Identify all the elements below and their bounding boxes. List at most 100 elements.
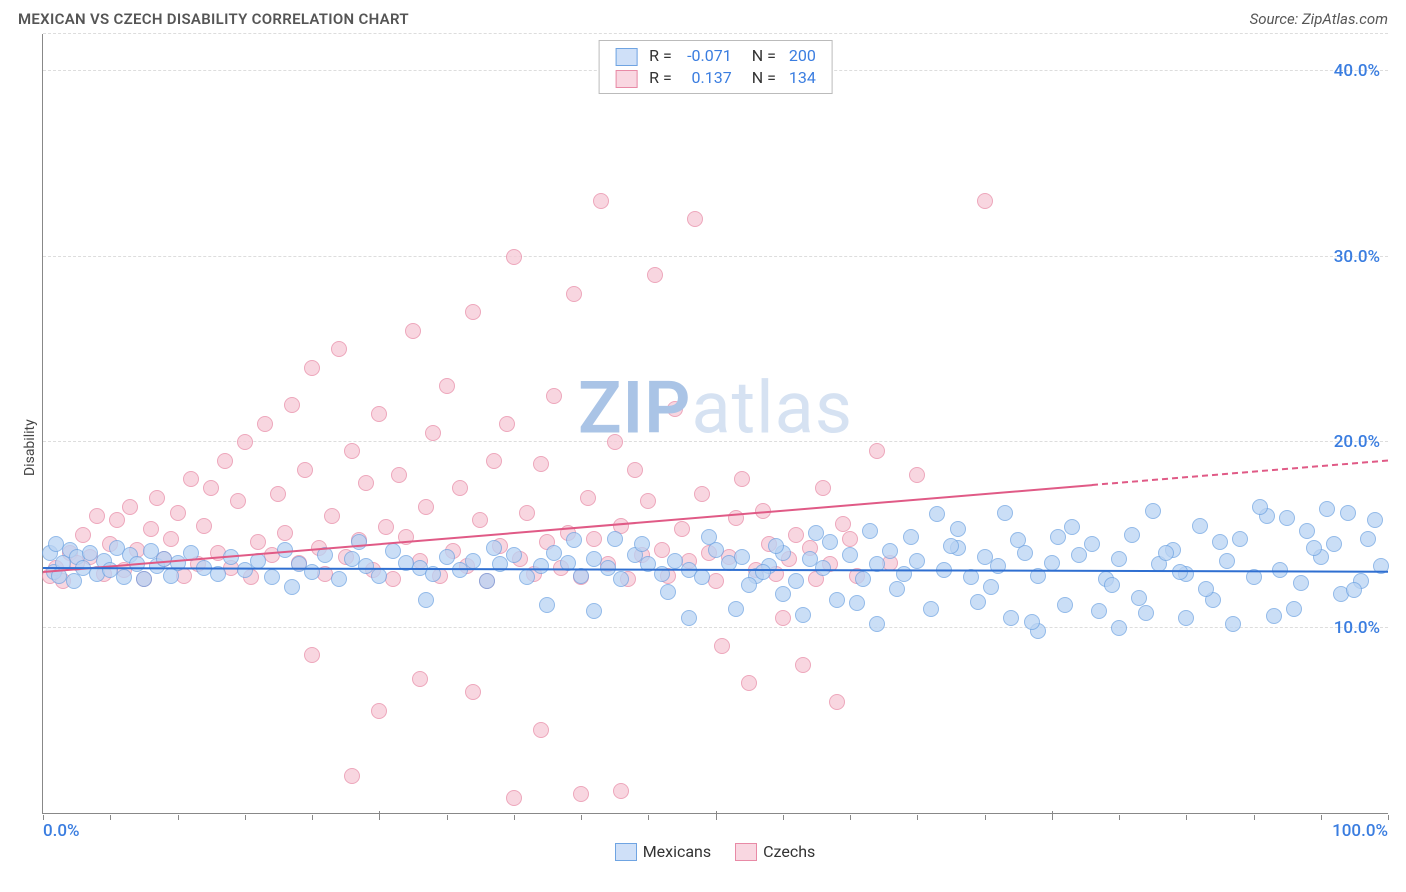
scatter-point-czechs [371,406,387,422]
scatter-point-czechs [270,486,286,502]
scatter-point-mexicans [822,534,838,550]
scatter-point-mexicans [1192,518,1208,534]
scatter-point-mexicans [1084,536,1100,552]
scatter-point-mexicans [943,538,959,554]
scatter-point-mexicans [849,595,865,611]
scatter-point-czechs [829,694,845,710]
scatter-point-mexicans [613,571,629,587]
x-tick [447,815,448,820]
x-tick [648,815,649,820]
scatter-point-mexicans [1145,503,1161,519]
scatter-point-czechs [741,675,757,691]
scatter-point-czechs [217,453,233,469]
x-tick [1321,815,1322,820]
scatter-point-czechs [297,462,313,478]
legend-bottom: Mexicans Czechs [42,842,1388,861]
scatter-point-czechs [412,671,428,687]
scatter-point-mexicans [1198,581,1214,597]
scatter-point-czechs [344,443,360,459]
scatter-point-mexicans [775,586,791,602]
scatter-point-mexicans [869,616,885,632]
scatter-point-czechs [647,267,663,283]
scatter-point-mexicans [660,584,676,600]
y-tick-label: 40.0% [1334,61,1380,81]
scatter-point-mexicans [1326,536,1342,552]
scatter-point-mexicans [1293,575,1309,591]
scatter-point-mexicans [1178,610,1194,626]
scatter-point-czechs [465,684,481,700]
scatter-point-mexicans [929,506,945,522]
x-tick [917,815,918,820]
scatter-point-czechs [506,249,522,265]
x-tick [783,815,784,820]
scatter-point-mexicans [970,594,986,610]
gridline [43,627,1388,628]
scatter-point-czechs [607,434,623,450]
scatter-point-mexicans [1010,532,1026,548]
scatter-point-mexicans [1306,540,1322,556]
scatter-point-mexicans [533,558,549,574]
scatter-point-czechs [613,783,629,799]
scatter-point-czechs [183,471,199,487]
scatter-point-mexicans [1319,501,1335,517]
scatter-point-czechs [75,527,91,543]
scatter-point-czechs [163,531,179,547]
scatter-point-mexicans [1158,545,1174,561]
x-tick [1186,815,1187,820]
scatter-point-czechs [149,490,165,506]
scatter-point-czechs [304,647,320,663]
scatter-point-mexicans [734,549,750,565]
scatter-point-czechs [284,397,300,413]
scatter-point-czechs [573,786,589,802]
scatter-point-mexicans [304,564,320,580]
scatter-point-mexicans [1071,547,1087,563]
scatter-point-mexicans [795,607,811,623]
scatter-point-mexicans [1219,553,1235,569]
scatter-point-mexicans [1360,531,1376,547]
scatter-point-mexicans [566,532,582,548]
scatter-point-mexicans [755,564,771,580]
scatter-point-czechs [418,499,434,515]
scatter-point-mexicans [788,573,804,589]
scatter-point-czechs [122,499,138,515]
scatter-point-czechs [257,416,273,432]
scatter-point-czechs [788,527,804,543]
scatter-point-mexicans [1044,555,1060,571]
scatter-point-mexicans [1225,616,1241,632]
x-tick [1052,811,1053,820]
scatter-point-czechs [196,518,212,534]
scatter-point-mexicans [331,571,347,587]
scatter-point-mexicans [1050,529,1066,545]
scatter-point-czechs [640,493,656,509]
scatter-point-czechs [452,480,468,496]
x-tick [1388,815,1389,820]
x-tick [178,815,179,820]
scatter-point-mexicans [1346,582,1362,598]
scatter-point-czechs [687,211,703,227]
scatter-point-czechs [405,323,421,339]
scatter-point-mexicans [1286,601,1302,617]
scatter-point-mexicans [681,610,697,626]
scatter-point-mexicans [586,603,602,619]
scatter-point-czechs [654,542,670,558]
y-tick-label: 30.0% [1334,247,1380,267]
x-tick [379,811,380,820]
scatter-point-czechs [533,722,549,738]
scatter-point-mexicans [479,573,495,589]
scatter-point-mexicans [136,571,152,587]
scatter-point-czechs [324,508,340,524]
scatter-point-mexicans [862,523,878,539]
scatter-point-czechs [694,486,710,502]
scatter-point-czechs [519,505,535,521]
x-tick [312,815,313,820]
stats-legend: R =-0.071N =200R =0.137N =134 [598,40,833,94]
scatter-point-mexicans [351,534,367,550]
scatter-point-czechs [230,493,246,509]
scatter-point-czechs [425,425,441,441]
scatter-point-czechs [714,638,730,654]
scatter-point-mexicans [694,569,710,585]
scatter-point-mexicans [808,525,824,541]
scatter-point-czechs [566,286,582,302]
scatter-point-czechs [674,521,690,537]
scatter-point-mexicans [1279,510,1295,526]
